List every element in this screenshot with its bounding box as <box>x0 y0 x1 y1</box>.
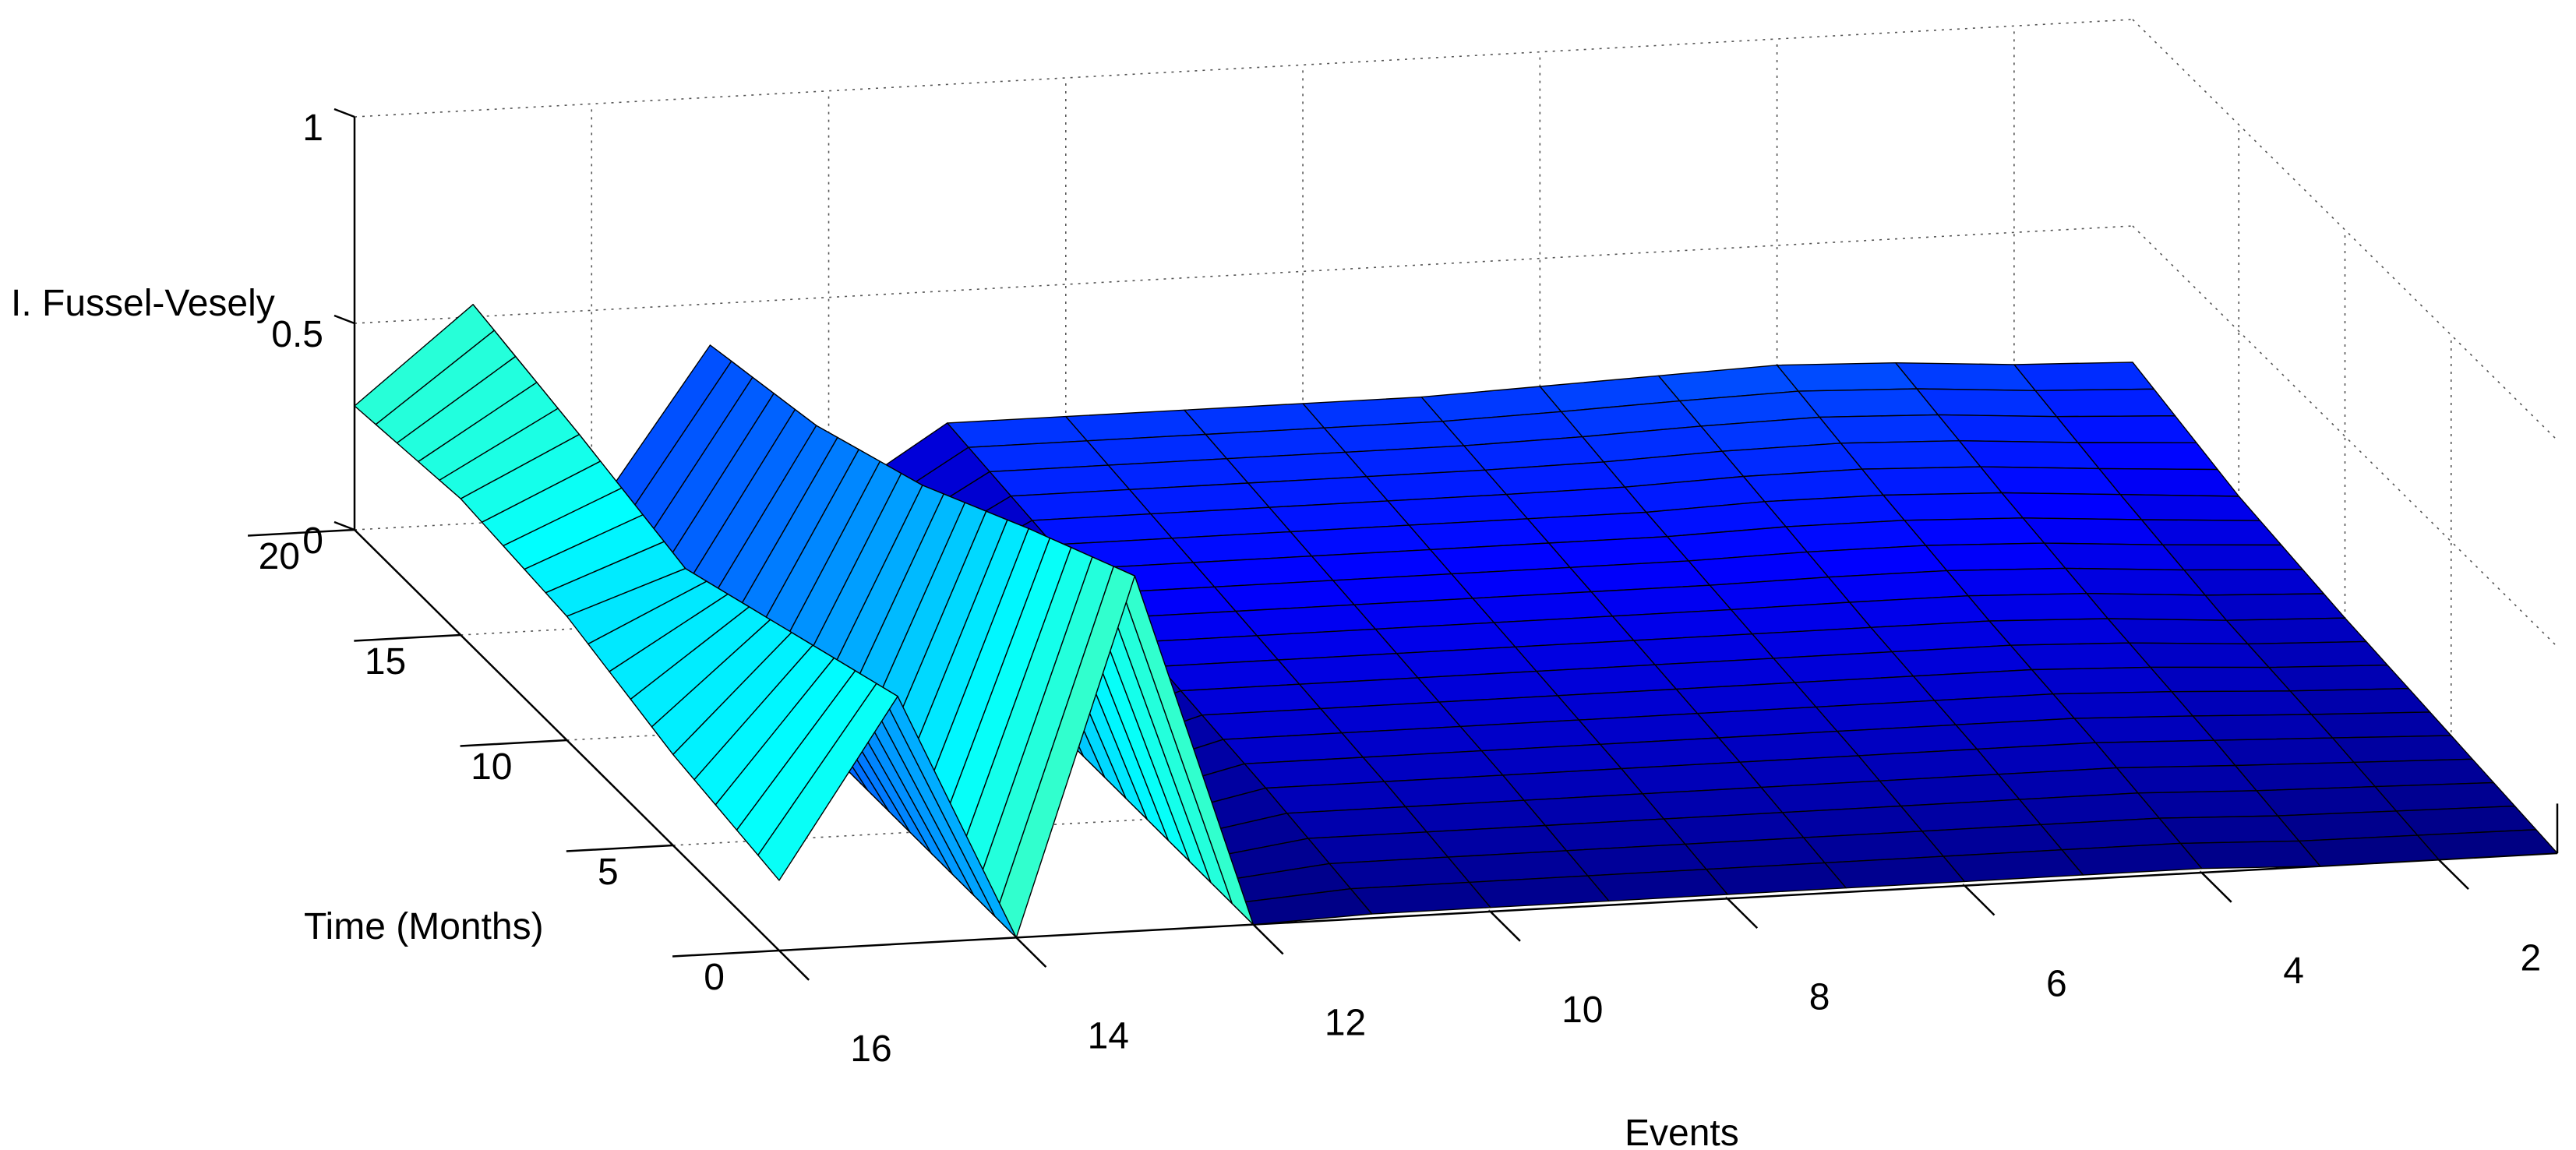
x-tick-mark <box>1252 923 1284 955</box>
surface-face <box>1776 362 1918 392</box>
surface-face <box>2001 492 2143 520</box>
z-tick-label: 1 <box>302 108 323 149</box>
surface-face <box>2010 642 2151 671</box>
z-tick-mark <box>333 314 355 325</box>
surface-face <box>2225 617 2367 645</box>
surface-face <box>2077 442 2218 471</box>
surface-face <box>2034 388 2176 418</box>
x-tick-mark <box>1489 911 1521 942</box>
surface-face <box>1819 414 1960 444</box>
surface-face <box>2052 691 2193 719</box>
surface-face <box>2137 790 2278 819</box>
back-wall-zline <box>354 225 2133 324</box>
x-tick-label: 4 <box>2283 951 2304 992</box>
surface-face <box>2086 593 2228 621</box>
surface-face <box>2179 840 2321 870</box>
x-axis-line <box>778 852 2558 952</box>
y-tick-mark <box>248 528 355 537</box>
surface-face <box>2171 690 2313 717</box>
y-tick-label: 0 <box>704 957 725 998</box>
back-wall-zline <box>354 19 2133 118</box>
surface-face <box>1937 414 2079 443</box>
surface-face <box>2119 494 2261 521</box>
z-tick-label: 0 <box>302 520 323 562</box>
surface-face <box>2107 618 2249 645</box>
surface-face <box>2331 735 2473 764</box>
surface-face <box>1894 362 2036 391</box>
surface-face <box>1904 517 2045 546</box>
surface-face <box>2140 519 2282 546</box>
x-tick-mark <box>778 950 810 981</box>
z-tick-mark <box>333 108 355 118</box>
surface-face <box>1840 440 1981 470</box>
y-tick-label: 5 <box>598 852 619 893</box>
surface-face <box>1979 466 2121 496</box>
z-axis-label: I. Fussel-Vesely <box>11 283 275 324</box>
surface-face <box>1946 567 2087 597</box>
surface-face <box>757 683 898 881</box>
y-tick-mark <box>354 633 461 642</box>
surface-face <box>1958 440 2100 470</box>
surface-face <box>1883 492 2024 521</box>
surface-face <box>2213 737 2355 767</box>
surface-face <box>2289 688 2431 715</box>
surface-face <box>2234 761 2376 792</box>
surface <box>354 304 2558 939</box>
surface-face <box>2022 517 2164 545</box>
x-tick-label: 6 <box>2046 964 2067 1005</box>
surface-face <box>2149 666 2291 693</box>
x-tick-label: 16 <box>850 1028 891 1070</box>
surface-face <box>2310 711 2452 739</box>
surface-face <box>1967 593 2108 622</box>
surface-face <box>2128 642 2270 668</box>
x-tick-mark <box>2437 859 2469 891</box>
x-axis-label: Events <box>1625 1113 1739 1150</box>
surface-face <box>2161 544 2303 571</box>
surface-face <box>2098 467 2240 497</box>
surface-face <box>2204 593 2346 621</box>
x-tick-mark <box>1727 898 1759 930</box>
x-tick-label: 2 <box>2521 937 2542 979</box>
x-tick-mark <box>1015 937 1047 968</box>
surface-face <box>2043 542 2185 571</box>
surface-face <box>2064 567 2206 596</box>
x-tick-mark <box>2200 872 2232 903</box>
y-tick-label: 10 <box>471 746 512 788</box>
surface-face <box>1861 466 2003 496</box>
surface-face <box>2013 362 2155 391</box>
y-tick-mark <box>460 739 567 747</box>
x-tick-mark <box>1964 884 1996 916</box>
surface-face <box>2094 739 2236 769</box>
y-tick-mark <box>566 844 673 852</box>
surface-face <box>2268 664 2410 692</box>
surface-face <box>2192 714 2334 741</box>
surface-face <box>2073 715 2215 743</box>
surface-face <box>2115 764 2257 794</box>
y-axis-label: Time (Months) <box>304 906 544 947</box>
surface-face <box>1798 388 1939 418</box>
surface-face <box>1925 542 2066 572</box>
surface-face <box>2056 415 2197 443</box>
surface-face <box>1988 618 2130 646</box>
y-tick-label: 20 <box>259 536 300 577</box>
y-tick-mark <box>672 949 780 958</box>
surface-face <box>2246 640 2388 668</box>
x-tick-label: 14 <box>1088 1015 1129 1057</box>
z-tick-mark <box>333 520 355 531</box>
x-tick-label: 12 <box>1325 1003 1366 1044</box>
surface-face <box>2031 666 2172 695</box>
surface-face <box>1916 388 2058 418</box>
x-tick-label: 10 <box>1561 989 1603 1031</box>
z-tick-label: 0.5 <box>271 314 323 355</box>
surface-face <box>2353 758 2495 788</box>
surface-face <box>2183 569 2325 596</box>
y-tick-label: 15 <box>365 641 406 683</box>
x-tick-label: 8 <box>1809 976 1830 1018</box>
surface-face <box>2158 815 2300 845</box>
